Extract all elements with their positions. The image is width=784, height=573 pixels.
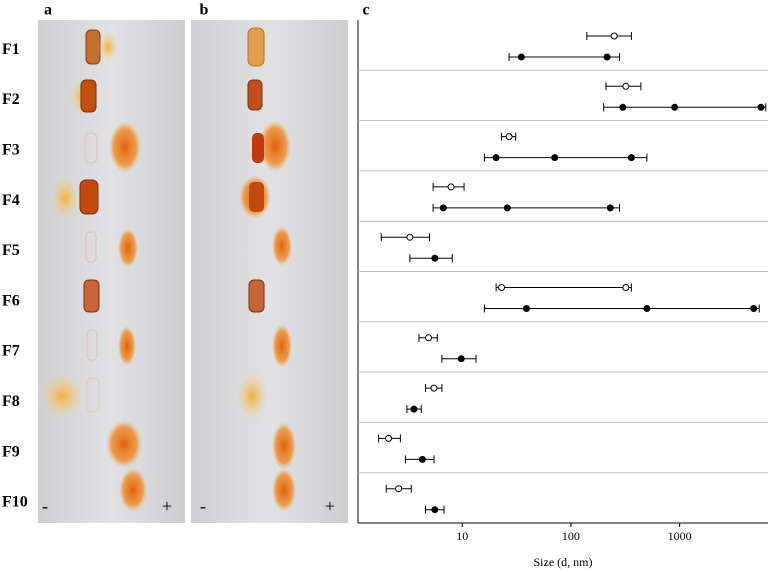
x-axis-label: Size (d, nm)	[534, 555, 593, 569]
data-point	[643, 305, 651, 312]
x-tick-label: 100	[562, 529, 580, 543]
data-point	[622, 82, 630, 90]
data-point	[619, 103, 627, 111]
data-point	[418, 455, 426, 463]
data-point	[439, 204, 447, 212]
data-point	[395, 485, 403, 493]
gel-a	[38, 20, 185, 523]
x-tick-label: 1000	[668, 529, 692, 543]
data-point	[457, 355, 465, 363]
plus-sign: +	[325, 496, 335, 516]
data-point	[505, 133, 513, 141]
row-label: F4	[2, 192, 20, 209]
row-label: F7	[2, 343, 20, 360]
data-point	[410, 405, 418, 413]
data-point	[757, 103, 765, 111]
minus-sign: -	[42, 496, 48, 516]
data-point	[425, 334, 433, 342]
row-label: F8	[2, 393, 20, 410]
gel-b	[191, 20, 348, 523]
data-point	[385, 434, 393, 442]
data-point	[750, 305, 758, 312]
data-point	[671, 103, 679, 111]
data-point	[627, 154, 635, 162]
plus-sign: +	[162, 496, 172, 516]
panel-label: b	[200, 2, 209, 19]
data-point	[430, 384, 438, 392]
data-point	[492, 154, 500, 162]
data-point	[522, 305, 530, 312]
panel-label: a	[44, 2, 52, 19]
data-point	[503, 204, 511, 212]
row-label: F6	[2, 292, 20, 309]
data-point	[498, 284, 506, 291]
data-point	[431, 506, 439, 514]
data-point	[551, 154, 559, 162]
row-label: F1	[2, 41, 20, 58]
data-point	[447, 183, 455, 191]
row-label: F2	[2, 91, 20, 108]
data-point	[603, 53, 611, 61]
data-point	[610, 32, 618, 40]
data-point	[406, 233, 414, 241]
row-label: F3	[2, 141, 20, 158]
data-point	[517, 53, 525, 61]
x-tick-label: 10	[456, 529, 468, 543]
data-point	[606, 204, 614, 212]
data-point	[431, 254, 439, 262]
panel-label: c	[362, 2, 369, 19]
minus-sign: -	[200, 496, 206, 516]
row-label: F10	[2, 494, 28, 511]
row-label: F5	[2, 242, 20, 259]
row-label: F9	[2, 443, 20, 460]
data-point	[622, 284, 630, 291]
